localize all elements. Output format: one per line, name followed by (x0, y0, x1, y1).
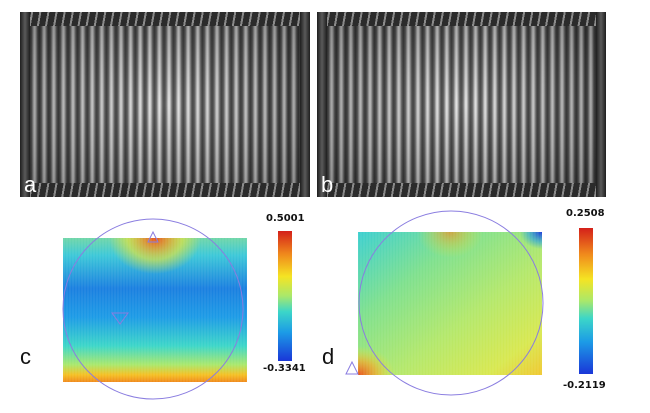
colorbar-d-min: -0.2119 (563, 380, 606, 391)
fringe-image-a (20, 12, 310, 197)
marker-triangle-c-top (147, 230, 159, 243)
panel-label-b: b (321, 172, 334, 197)
colorbar-c (278, 231, 292, 361)
panel-label-c: c (20, 344, 31, 369)
aperture-circle-c (62, 218, 244, 400)
panel-label-d: d (322, 344, 335, 369)
marker-triangle-d (345, 360, 359, 375)
colorbar-c-max: 0.5001 (266, 213, 305, 224)
marker-triangle-c-center (111, 312, 129, 325)
colorbar-c-min: -0.3341 (263, 363, 306, 374)
colorbar-d-max: 0.2508 (566, 208, 605, 219)
aperture-circle-d (358, 210, 544, 396)
colorbar-d (579, 228, 593, 374)
panel-label-a: a (24, 172, 37, 197)
fringe-image-b (317, 12, 606, 197)
